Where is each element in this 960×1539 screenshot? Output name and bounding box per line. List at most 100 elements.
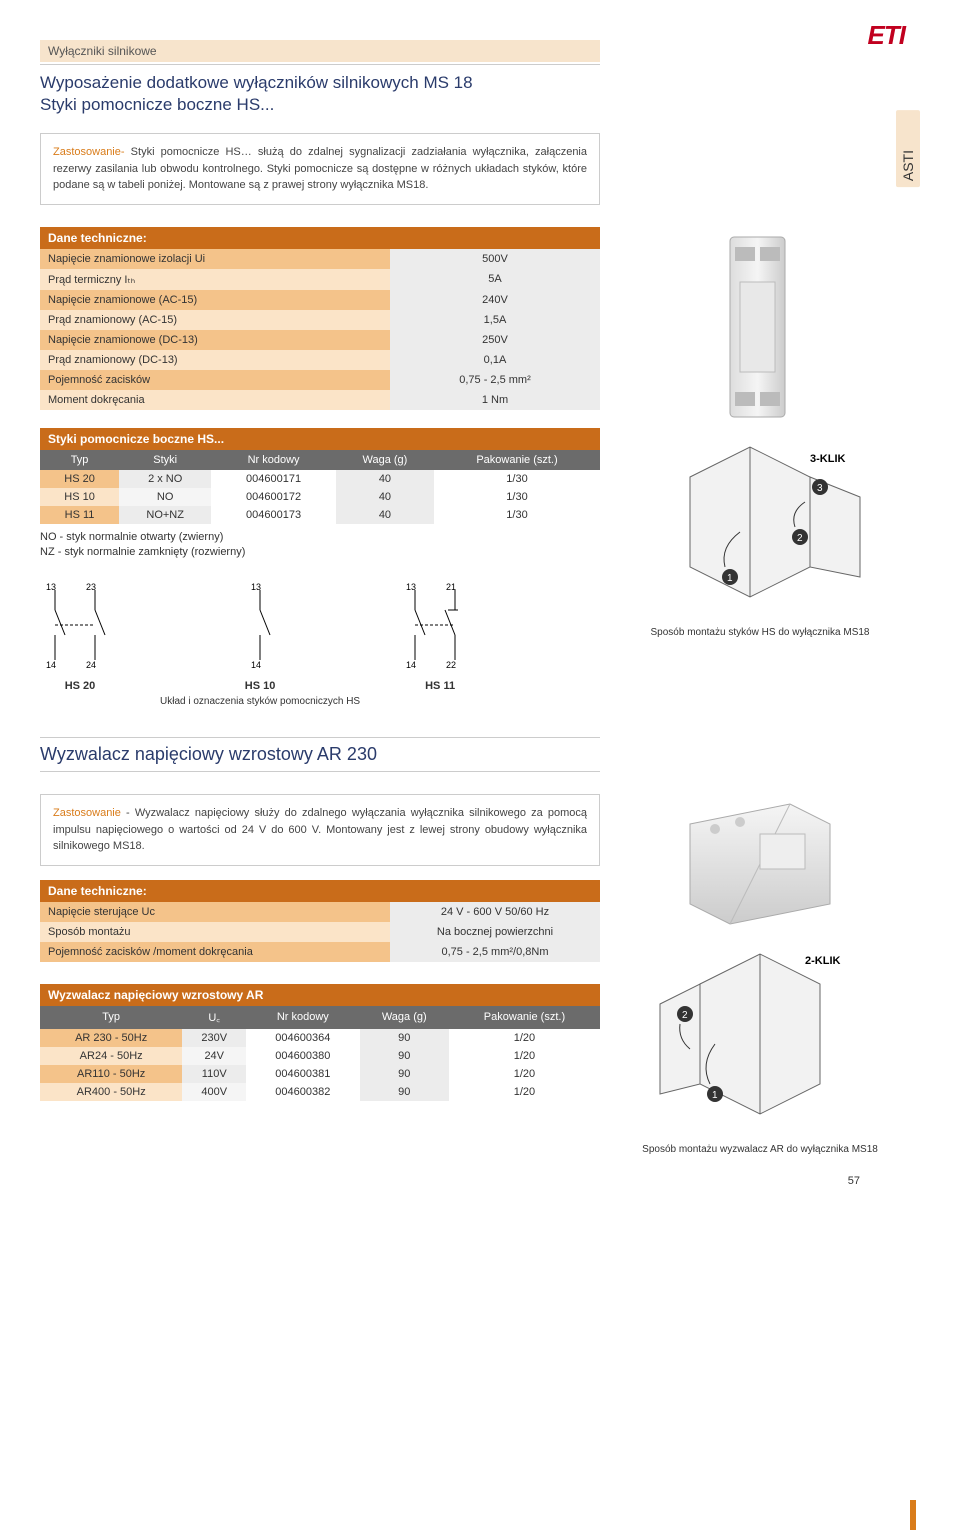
table-row: Pojemność zacisków0,75 - 2,5 mm² xyxy=(40,370,600,390)
svg-text:2: 2 xyxy=(682,1010,688,1021)
col-header: Nr kodowy xyxy=(211,450,336,470)
table-cell: 004600172 xyxy=(211,488,336,506)
table-row: Prąd znamionowy (DC-13)0,1A xyxy=(40,350,600,370)
table-cell: 1/30 xyxy=(434,470,600,488)
table-cell: 90 xyxy=(360,1065,449,1083)
svg-text:13: 13 xyxy=(406,582,416,592)
schematic-hs20: 1323 1424 HS 20 xyxy=(40,580,120,707)
contact-diagram-icon: 1323 1424 xyxy=(40,580,120,670)
table-cell: 004600381 xyxy=(246,1065,359,1083)
table-cell: 1/30 xyxy=(434,488,600,506)
table-cell: 004600380 xyxy=(246,1047,359,1065)
table-cell: 230V xyxy=(182,1029,246,1047)
svg-text:13: 13 xyxy=(46,582,56,592)
col-header: Pakowanie (szt.) xyxy=(434,450,600,470)
svg-text:22: 22 xyxy=(446,660,456,670)
contact-diagram-icon: 1321 1422 xyxy=(400,580,480,670)
schematics-row: 1323 1424 HS 20 13 14 HS 10 Układ i oznac… xyxy=(40,580,600,707)
svg-text:24: 24 xyxy=(86,660,96,670)
table-cell: HS 11 xyxy=(40,506,119,524)
col-header: Pakowanie (szt.) xyxy=(449,1006,600,1029)
table-cell: AR110 - 50Hz xyxy=(40,1065,182,1083)
brand-logo: ETI xyxy=(868,20,905,51)
table-cell: 90 xyxy=(360,1047,449,1065)
title: Wyzwalacz napięciowy wzrostowy AR 230 xyxy=(40,744,600,765)
table-row: HS 10NO004600172401/30 xyxy=(40,488,600,506)
desc-label: Zastosowanie xyxy=(53,807,121,819)
desc-label: Zastosowanie- xyxy=(53,146,125,158)
table-row: AR400 - 50Hz400V004600382901/20 xyxy=(40,1083,600,1101)
tech-table: Napięcie znamionowe izolacji Ui500VPrąd … xyxy=(40,249,600,410)
title-line2: Styki pomocnicze boczne HS... xyxy=(40,95,600,115)
table-cell: 1/20 xyxy=(449,1047,600,1065)
table-cell: 90 xyxy=(360,1029,449,1047)
section2-title: Wyzwalacz napięciowy wzrostowy AR 230 xyxy=(40,737,600,772)
col-header: Waga (g) xyxy=(336,450,434,470)
accent-bar xyxy=(910,1500,916,1530)
table-cell: 004600171 xyxy=(211,470,336,488)
table-cell: 1,5A xyxy=(390,310,600,330)
schematic-label: HS 11 xyxy=(425,680,455,692)
mounting-diagram-hs: 3-KLIK 1 2 3 xyxy=(630,437,890,617)
schematic-caption: Układ i oznaczenia styków pomocniczych H… xyxy=(160,696,360,707)
table-row: AR110 - 50Hz110V004600381901/20 xyxy=(40,1065,600,1083)
section1-title: Wyposażenie dodatkowe wyłączników silnik… xyxy=(40,64,600,115)
table-cell: Pojemność zacisków xyxy=(40,370,390,390)
table-cell: AR24 - 50Hz xyxy=(40,1047,182,1065)
table-cell: Moment dokręcania xyxy=(40,390,390,410)
schematic-label: HS 10 xyxy=(245,680,276,692)
side-tab: ASTI xyxy=(896,110,920,187)
table-cell: 500V xyxy=(390,249,600,269)
table-row: Pojemność zacisków /moment dokręcania0,7… xyxy=(40,942,600,962)
table-row: Prąd termiczny Iₜₕ5A xyxy=(40,269,600,290)
mount-caption: Sposób montażu wyzwalacz AR do wyłącznik… xyxy=(642,1144,878,1155)
legend: NO - styk normalnie otwarty (zwierny) NZ… xyxy=(40,530,600,561)
tech-header: Dane techniczne: xyxy=(40,227,600,249)
table-row: Napięcie sterujące Uc24 V - 600 V 50/60 … xyxy=(40,902,600,922)
table-cell: Prąd termiczny Iₜₕ xyxy=(40,269,390,290)
col-header: Typ xyxy=(40,1006,182,1029)
table-row: HS 202 x NO004600171401/30 xyxy=(40,470,600,488)
table-cell: 1/20 xyxy=(449,1029,600,1047)
table-cell: 1/20 xyxy=(449,1065,600,1083)
prod-table: TypU꜀Nr kodowyWaga (g)Pakowanie (szt.)AR… xyxy=(40,1006,600,1101)
table-cell: 004600382 xyxy=(246,1083,359,1101)
table-cell: Sposób montażu xyxy=(40,922,390,942)
table-cell: NO+NZ xyxy=(119,506,211,524)
table-cell: 1/20 xyxy=(449,1083,600,1101)
prod-header: Wyzwalacz napięciowy wzrostowy AR xyxy=(40,984,600,1006)
table-cell: 250V xyxy=(390,330,600,350)
section2-description: Zastosowanie - Wyzwalacz napięciowy służ… xyxy=(40,794,600,866)
svg-text:14: 14 xyxy=(251,660,261,670)
tech-table: Napięcie sterujące Uc24 V - 600 V 50/60 … xyxy=(40,902,600,962)
table-cell: 110V xyxy=(182,1065,246,1083)
prod-header: Styki pomocnicze boczne HS... xyxy=(40,428,600,450)
desc-text: Styki pomocnicze HS… służą do zdalnej sy… xyxy=(53,146,587,191)
schematic-label: HS 20 xyxy=(65,680,96,692)
table-cell: 40 xyxy=(336,470,434,488)
svg-text:1: 1 xyxy=(727,573,733,584)
table-cell: Prąd znamionowy (DC-13) xyxy=(40,350,390,370)
col-header: Typ xyxy=(40,450,119,470)
col-header: Styki xyxy=(119,450,211,470)
svg-text:14: 14 xyxy=(406,660,416,670)
section2-right: 2-KLIK 1 2 Sposób montażu wyzwalacz AR d… xyxy=(620,794,900,1155)
table-row: Napięcie znamionowe (AC-15)240V xyxy=(40,290,600,310)
table-cell: Napięcie znamionowe (DC-13) xyxy=(40,330,390,350)
col-header: Nr kodowy xyxy=(246,1006,359,1029)
table-cell: Napięcie znamionowe izolacji Ui xyxy=(40,249,390,269)
table-cell: 004600364 xyxy=(246,1029,359,1047)
klik-label: 3-KLIK xyxy=(810,453,846,465)
table-row: Prąd znamionowy (AC-15)1,5A xyxy=(40,310,600,330)
prod-table: TypStykiNr kodowyWaga (g)Pakowanie (szt.… xyxy=(40,450,600,524)
device-ar-image xyxy=(670,794,850,934)
page-number: 57 xyxy=(40,1175,920,1187)
table-cell: 40 xyxy=(336,506,434,524)
table-cell: NO xyxy=(119,488,211,506)
desc-text: - Wyzwalacz napięciowy służy do zdalnego… xyxy=(53,807,587,852)
table-cell: 004600173 xyxy=(211,506,336,524)
table-cell: Na bocznej powierzchni xyxy=(390,922,600,942)
table-cell: 240V xyxy=(390,290,600,310)
table-cell: 0,1A xyxy=(390,350,600,370)
table-cell: 400V xyxy=(182,1083,246,1101)
